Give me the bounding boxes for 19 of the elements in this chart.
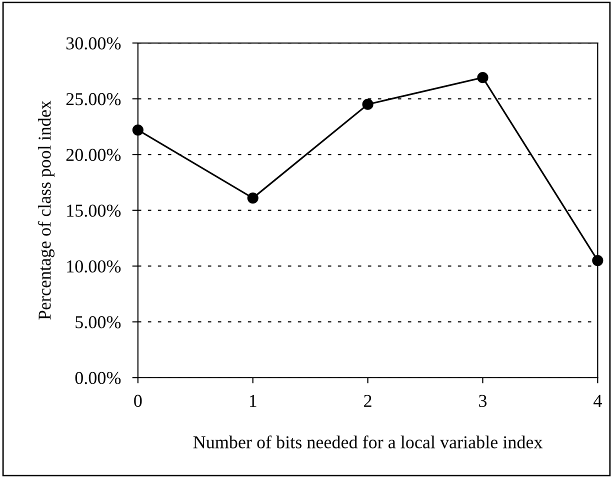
y-tick-label: 25.00% [66,93,121,106]
x-tick-label: 2 [364,394,372,407]
x-tick-label: 0 [134,394,142,407]
point [592,254,604,266]
y-tick-label: 0.00% [75,372,121,384]
y-tick-label: 10.00% [67,260,121,273]
point [132,124,144,136]
y-axis-title: Percentage of class pool index [38,100,54,320]
point [362,98,374,110]
point [247,192,258,204]
y-tick-label: 15.00% [67,204,121,217]
y-tick-label: 30.00% [66,37,121,50]
x-tick-label: 4 [594,394,602,407]
x-axis-title: Number of bits needed for a local variable index [193,435,543,448]
y-tick-label: 20.00% [66,148,121,162]
point [477,72,488,84]
x-tick-label: 1 [250,394,256,407]
y-tick-label: 5.00% [76,316,121,328]
x-tick-label: 3 [479,394,487,407]
